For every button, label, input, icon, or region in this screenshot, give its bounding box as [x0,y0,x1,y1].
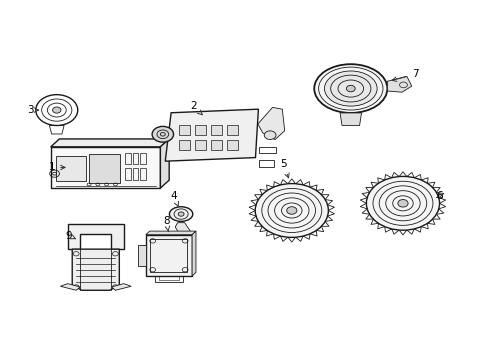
Text: 5: 5 [280,159,288,178]
Bar [227,125,238,135]
Text: 6: 6 [435,191,442,201]
Polygon shape [51,139,169,147]
Circle shape [397,199,407,207]
Polygon shape [175,223,195,238]
Text: 3: 3 [27,105,39,115]
Bar [140,168,145,180]
Bar [258,160,273,167]
Circle shape [264,131,275,139]
Bar [179,140,189,150]
Polygon shape [111,284,131,290]
Circle shape [53,107,61,113]
Text: 7: 7 [391,69,418,81]
Bar [89,154,120,183]
Bar [125,168,131,180]
Bar [211,125,222,135]
Text: 8: 8 [163,216,169,232]
Bar [211,140,222,150]
Bar [155,276,183,282]
Ellipse shape [314,64,386,113]
Text: 1: 1 [48,162,65,172]
Polygon shape [51,147,160,188]
Text: 2: 2 [190,102,202,115]
Bar [195,140,205,150]
Polygon shape [192,231,196,276]
Bar [56,156,86,181]
Circle shape [346,85,354,92]
Bar [227,140,238,150]
Bar [145,235,192,276]
Text: 4: 4 [170,191,178,207]
Circle shape [178,212,183,216]
Bar [125,153,131,164]
Polygon shape [72,249,119,290]
Circle shape [255,184,328,237]
Circle shape [152,126,173,142]
Bar [159,276,179,280]
Ellipse shape [324,71,376,106]
Bar [179,125,189,135]
Polygon shape [145,231,196,235]
Polygon shape [257,107,284,140]
Bar [132,168,138,180]
Polygon shape [61,284,80,290]
Bar [195,125,205,135]
Polygon shape [160,139,169,188]
Bar [132,153,138,164]
Bar [138,245,145,266]
Circle shape [366,176,439,230]
Polygon shape [68,224,123,249]
Bar [258,147,275,153]
Bar [140,153,145,164]
Circle shape [286,207,296,214]
Ellipse shape [169,207,192,221]
Polygon shape [386,76,411,92]
Polygon shape [165,109,258,161]
Text: 9: 9 [65,231,75,240]
Polygon shape [339,113,361,126]
Bar [150,239,187,272]
